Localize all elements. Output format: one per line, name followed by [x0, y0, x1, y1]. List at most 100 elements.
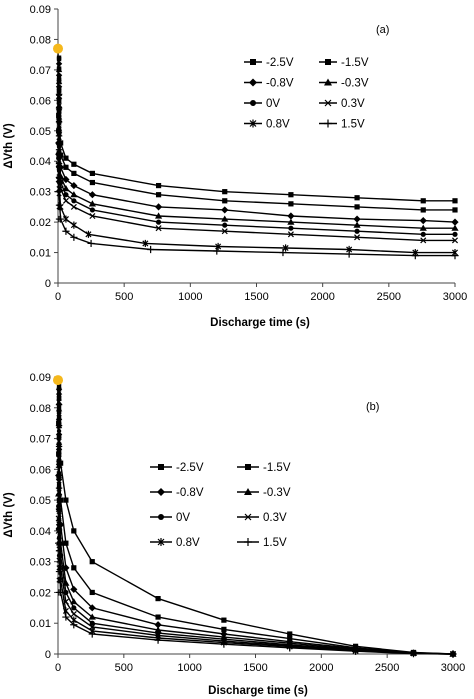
y-tick-label: 0 — [45, 649, 51, 661]
data-point — [452, 231, 458, 237]
legend-label: -0.8V — [266, 78, 294, 90]
series-0p3V — [55, 82, 459, 244]
x-tick-label: 2500 — [375, 662, 399, 674]
legend-label: 0.3V — [263, 512, 287, 524]
data-point — [449, 650, 457, 658]
data-point — [279, 248, 287, 257]
data-point — [345, 250, 353, 258]
data-point — [55, 201, 63, 209]
data-point — [288, 201, 294, 207]
data-point — [353, 215, 361, 223]
series-0p8V — [55, 88, 459, 257]
y-tick-label: 0.07 — [30, 65, 51, 77]
data-point — [56, 537, 62, 544]
data-point — [155, 614, 161, 620]
legend-marker — [250, 100, 256, 106]
legend-item: 1.5V — [237, 537, 287, 549]
data-point — [411, 252, 419, 260]
data-point — [451, 237, 459, 244]
data-point — [63, 164, 69, 170]
data-point — [70, 610, 77, 618]
legend-label: -2.5V — [176, 462, 204, 474]
chart-panel-a: 0 0.01 0.02 0.03 0.04 0.05 0.06 0.07 0.08 0.09 0 50… — [3, 4, 467, 329]
data-point — [56, 84, 62, 92]
data-point — [287, 218, 295, 225]
y-tick-label: 0.02 — [30, 587, 51, 599]
data-point — [147, 245, 155, 254]
data-point — [213, 247, 221, 255]
y-tick-label: 0 — [45, 278, 51, 290]
data-point — [154, 621, 162, 629]
data-point — [56, 98, 62, 105]
legend-item: -0.3V — [319, 78, 369, 90]
data-point — [222, 198, 228, 204]
y-tick-label: 0.08 — [30, 403, 51, 415]
data-point — [89, 170, 96, 176]
data-point — [56, 433, 62, 439]
data-point — [56, 124, 62, 131]
data-point — [155, 219, 162, 225]
legend-item: 0.3V — [237, 512, 287, 524]
legend-marker — [249, 119, 257, 128]
y-tick-label: 0.08 — [30, 34, 51, 46]
data-point — [56, 73, 62, 79]
data-point — [62, 564, 70, 572]
data-point — [88, 191, 97, 199]
data-point — [55, 215, 63, 223]
data-point — [55, 160, 63, 167]
legend-item: 1.5V — [319, 119, 365, 131]
x-tick-label: 1500 — [243, 662, 267, 674]
data-point — [154, 636, 162, 644]
data-point — [71, 605, 77, 611]
data-point — [451, 218, 459, 226]
data-point — [154, 626, 162, 633]
axes-a: 0 0.01 0.02 0.03 0.04 0.05 0.06 0.07 0.08 0.09 0 50… — [30, 4, 468, 303]
data-point — [221, 617, 227, 623]
data-point — [154, 212, 163, 219]
data-point — [409, 650, 418, 658]
legend-marker — [324, 78, 332, 86]
data-point — [55, 443, 63, 450]
data-point — [282, 244, 289, 252]
data-point — [155, 225, 162, 232]
data-point — [451, 224, 459, 231]
data-point — [70, 621, 78, 629]
y-tick-label: 0.03 — [30, 557, 51, 569]
data-point — [155, 596, 161, 602]
early-time-markers-b — [55, 377, 63, 596]
series-layer-b — [53, 375, 457, 658]
legend-marker — [250, 59, 256, 65]
data-point — [56, 428, 62, 434]
data-point — [56, 414, 62, 420]
series-line — [57, 48, 455, 202]
legend-item: -0.3V — [237, 487, 291, 499]
data-point — [55, 188, 63, 195]
data-point — [55, 589, 63, 596]
data-point — [89, 589, 95, 596]
series-line — [57, 94, 455, 257]
series-layer-a — [53, 43, 459, 260]
data-point — [55, 547, 63, 554]
data-point — [56, 111, 62, 118]
panel-label-b: (b) — [366, 401, 379, 413]
data-point — [420, 207, 426, 213]
data-point — [56, 168, 62, 173]
legend-label: 0.8V — [266, 119, 290, 131]
data-point — [88, 200, 97, 207]
y-tick-label: 0.03 — [30, 187, 51, 199]
x-tick-label: 0 — [55, 662, 61, 674]
data-point — [221, 206, 229, 214]
data-point — [87, 239, 95, 248]
data-point — [56, 517, 62, 524]
chart-panel-b: 0 0.01 0.02 0.03 0.04 0.05 0.06 0.07 0.08 0.09 0 50… — [3, 372, 465, 697]
data-point — [354, 234, 361, 241]
data-point — [286, 644, 294, 652]
legend-label: -2.5V — [266, 57, 294, 69]
data-point — [287, 631, 293, 637]
data-point — [287, 212, 295, 220]
data-point — [63, 540, 69, 546]
legend-label: -0.8V — [176, 487, 204, 499]
data-point — [62, 227, 70, 235]
x-tick-label: 1500 — [244, 291, 268, 303]
y-tick-label: 0.06 — [30, 95, 51, 107]
